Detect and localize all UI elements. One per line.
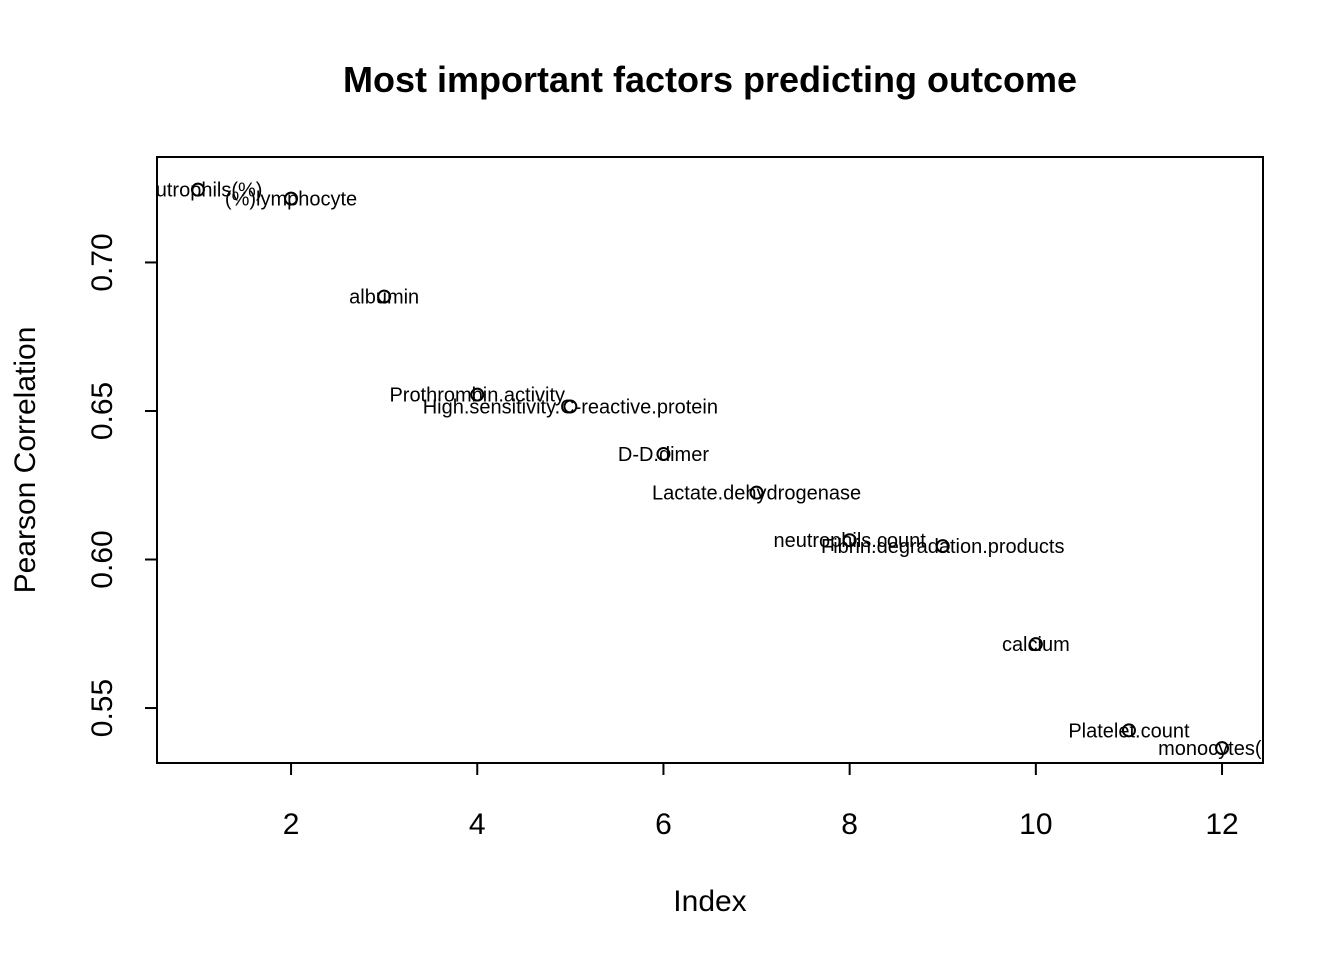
chart-title: Most important factors predicting outcom…	[343, 59, 1077, 100]
data-point-label: calcium	[1002, 634, 1070, 656]
data-point-label: neutrophils.count	[773, 530, 926, 552]
plot-frame	[156, 156, 1264, 764]
x-tick-label: 6	[655, 808, 672, 841]
x-tick-label: 8	[841, 808, 858, 841]
data-point	[470, 387, 485, 402]
data-point-label: Prothrombin.activity	[389, 385, 565, 407]
data-point-label: (%)lymphocyte	[225, 189, 357, 211]
data-point	[935, 539, 950, 554]
x-axis-label: Index	[673, 885, 746, 918]
y-tick-label: 0.70	[86, 233, 119, 291]
data-point-label: Lactate.dehydrogenase	[652, 483, 861, 505]
y-axis-label: Pearson Correlation	[9, 327, 42, 594]
y-tick-label: 0.65	[86, 382, 119, 440]
data-point	[656, 447, 671, 462]
y-tick-label: 0.60	[86, 530, 119, 588]
x-tick-label: 4	[469, 808, 486, 841]
data-point-label: neutrophils(%)	[133, 180, 262, 202]
x-tick-label: 10	[1019, 808, 1052, 841]
x-axis: 2 4 6 8 10 12	[283, 763, 1239, 841]
data-point	[1028, 637, 1043, 652]
y-tick-label: 0.55	[86, 679, 119, 737]
data-point	[1121, 723, 1136, 738]
y-axis: 0.55 0.60 0.65 0.70	[86, 233, 157, 737]
data-point-label: Platelet.count	[1068, 720, 1190, 742]
x-tick-label: 12	[1205, 808, 1238, 841]
data-point	[563, 399, 578, 414]
data-point	[190, 182, 205, 197]
data-point	[1215, 741, 1230, 756]
data-point-label: High.sensitivity.C-reactive.protein	[423, 397, 718, 419]
data-point	[842, 533, 857, 548]
data-point-label: monocytes(%)	[1158, 738, 1286, 760]
x-tick-label: 2	[283, 808, 300, 841]
data-points: neutrophils(%)(%)lymphocyte albumin Prothr…	[133, 180, 1286, 760]
data-point	[284, 191, 299, 206]
data-point-label: albumin	[349, 287, 419, 309]
data-point-label: D-D.dimer	[618, 444, 709, 466]
data-point	[749, 485, 764, 500]
data-point	[377, 289, 392, 304]
data-point-label: Fibrin.degradation.products	[821, 536, 1064, 558]
